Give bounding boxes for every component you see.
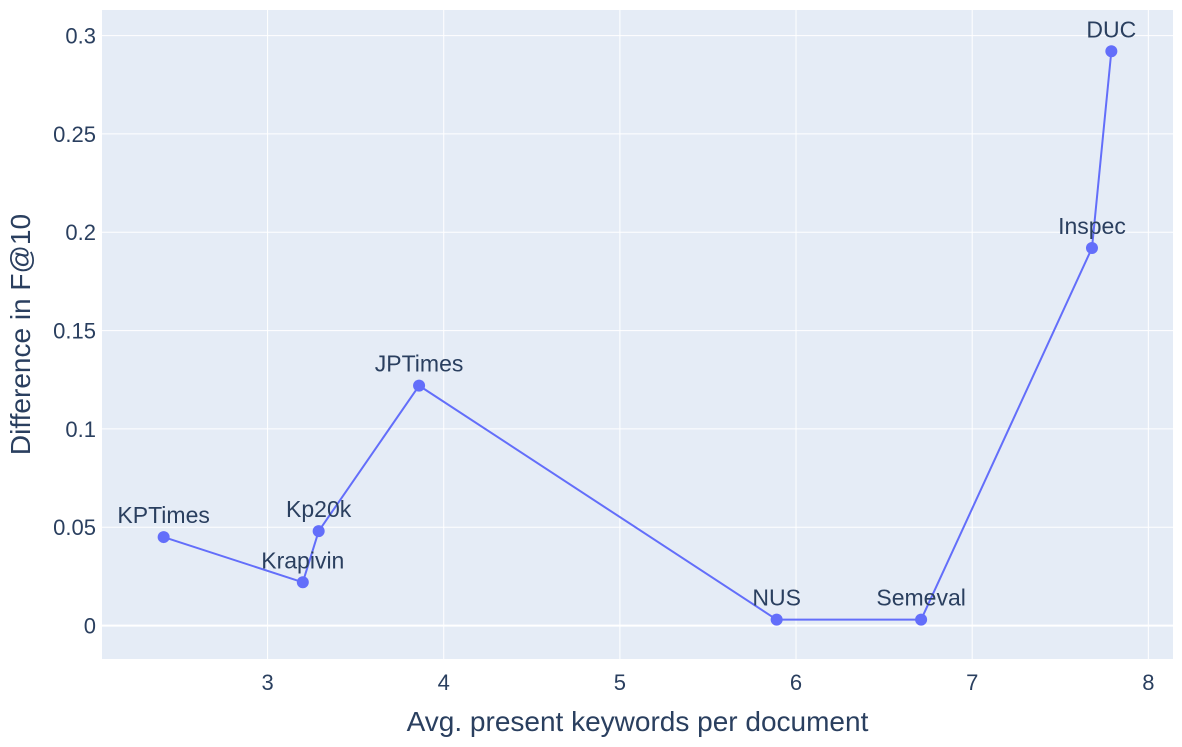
y-tick-label: 0.1	[65, 417, 96, 442]
data-label: Semeval	[876, 585, 965, 611]
y-tick-label: 0.15	[53, 319, 96, 344]
x-tick-label: 5	[614, 670, 626, 695]
y-tick-label: 0.25	[53, 122, 96, 147]
data-point	[296, 576, 309, 589]
data-point	[915, 613, 928, 626]
data-label: JPTimes	[375, 351, 464, 377]
x-axis-title: Avg. present keywords per document	[407, 706, 869, 737]
y-axis-title: Difference in F@10	[5, 214, 36, 455]
y-tick-label: 0.3	[65, 24, 96, 49]
data-label: Kp20k	[286, 496, 352, 522]
x-tick-label: 4	[438, 670, 450, 695]
x-tick-label: 3	[261, 670, 273, 695]
x-tick-label: 6	[790, 670, 802, 695]
data-label: Inspec	[1058, 213, 1126, 239]
data-point	[1105, 45, 1118, 58]
data-label: KPTimes	[117, 502, 209, 528]
data-point	[770, 613, 783, 626]
y-tick-label: 0.2	[65, 220, 96, 245]
data-label: DUC	[1086, 16, 1136, 42]
data-point	[1085, 241, 1098, 254]
data-point	[157, 531, 170, 544]
data-point	[413, 379, 426, 392]
x-tick-label: 8	[1142, 670, 1154, 695]
grid-lines	[102, 10, 1173, 659]
data-series	[157, 45, 1118, 626]
y-tick-label: 0	[84, 614, 96, 639]
data-label: NUS	[752, 585, 801, 611]
y-tick-label: 0.05	[53, 515, 96, 540]
data-point	[312, 525, 325, 538]
series-line	[163, 51, 1113, 621]
x-tick-label: 7	[966, 670, 978, 695]
axis-ticks: 3 4 5 6 7 8 0 0.05 0.1 0.15 0.2 0.25 0.3	[53, 24, 1154, 695]
point-labels: KPTimes Krapivin Kp20k JPTimes NUS Semeval Ins…	[117, 16, 1136, 610]
data-label: Krapivin	[261, 547, 344, 573]
plot-area	[102, 10, 1173, 659]
